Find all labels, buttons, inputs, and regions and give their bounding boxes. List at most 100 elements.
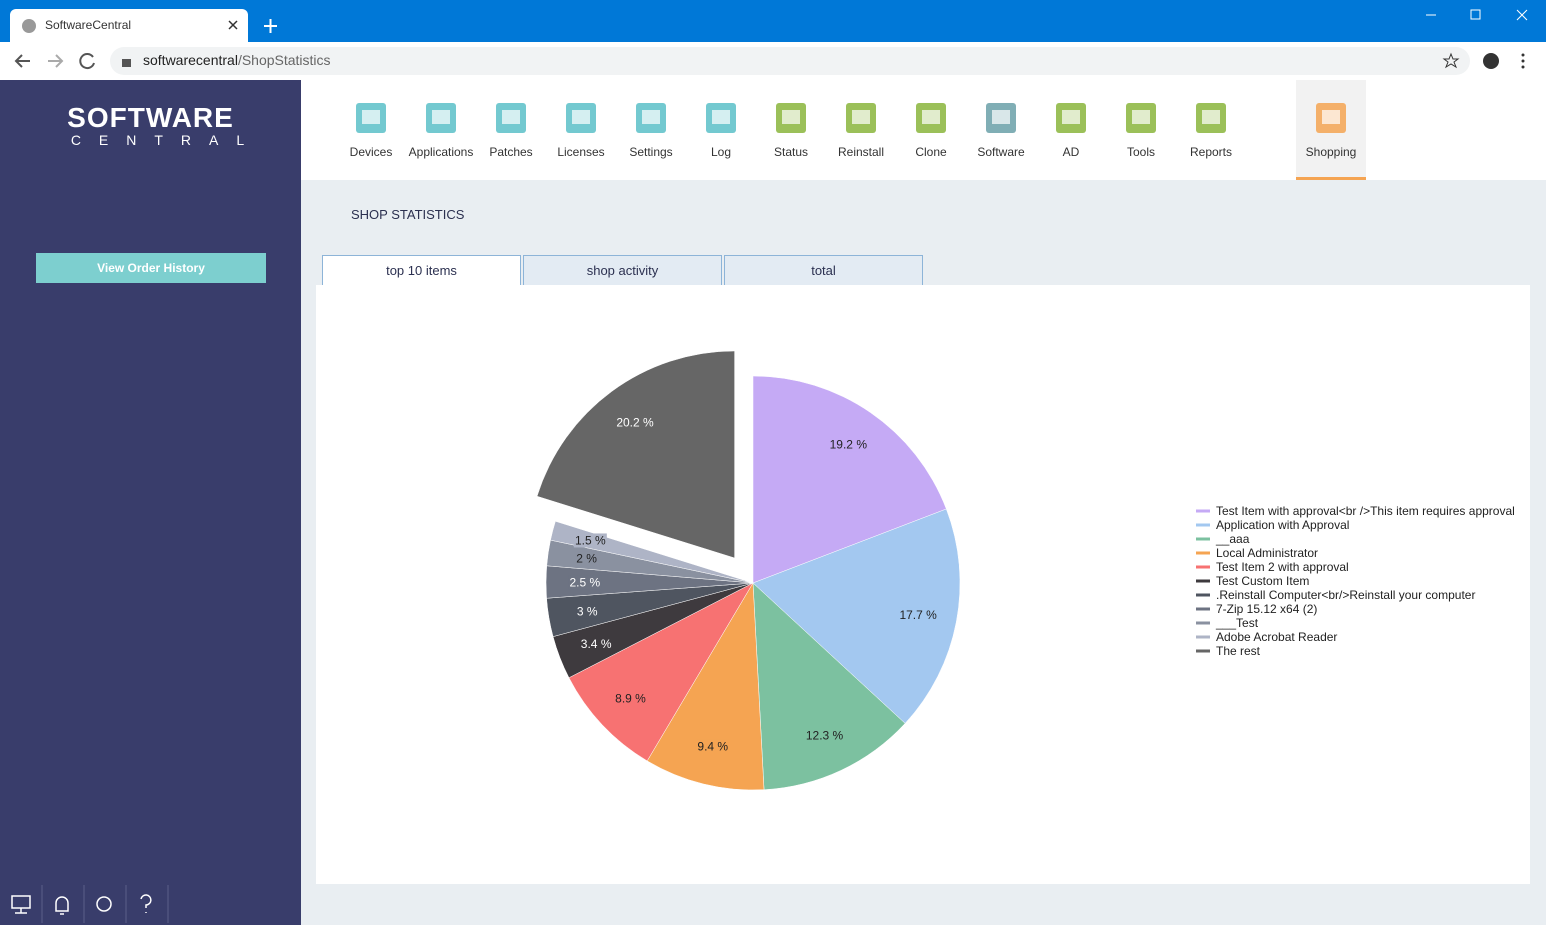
new-tab[interactable] [264,19,277,33]
legend-item[interactable]: 7-Zip 15.12 x64 (2) [1196,602,1317,616]
nav-icon-detail [782,110,800,124]
value-label: 17.7 % [899,608,937,622]
legend-label: ___Test [1215,616,1259,630]
value-label-bg [696,739,730,754]
nav-item[interactable]: Reports [1190,103,1232,159]
nav-label: Log [711,145,731,159]
pie-slice [568,582,754,762]
legend-label: Test Custom Item [1216,574,1309,588]
sidebar: SOFTWARE CENTRAL View Order History [0,80,301,925]
value-label-bg [614,691,648,706]
settings-icon[interactable] [96,896,112,912]
notifications-icon[interactable] [55,896,69,915]
nav-label: Settings [629,145,672,159]
legend-label: Application with Approval [1216,518,1349,532]
browser-controls: softwarecentral/ShopStatistics [0,9,1546,80]
nav-icon-detail [432,110,450,124]
help-icon[interactable] [140,894,152,913]
nav-icon-detail [1322,110,1340,124]
nav-label: Shopping [1306,145,1357,159]
legend-label: .Reinstall Computer<br/>Reinstall your c… [1216,588,1475,602]
legend-label: Test Item 2 with approval [1216,560,1349,574]
nav-item[interactable]: Reinstall [838,103,884,159]
nav-item[interactable]: Status [774,103,808,159]
nav-item[interactable]: Settings [629,103,673,159]
value-label-bg [576,604,598,619]
nav-item[interactable]: Log [706,103,736,159]
value-label: 9.4 % [697,739,728,753]
url: softwarecentral/ShopStatistics [143,52,331,68]
nav-item[interactable]: Patches [489,103,533,159]
tab[interactable]: total [724,255,923,285]
nav-label: Status [774,145,808,159]
nav-active-underline [1296,177,1366,180]
value-label: 1.5 % [575,534,606,548]
pie-slice [752,582,906,790]
legend-label: The rest [1216,644,1261,658]
nav-icon-detail [572,110,590,124]
nav-label: Licenses [557,145,604,159]
top-nav: Devices Applications Patches Licenses Settin… [301,80,1546,180]
nav-label: Applications [409,145,474,159]
nav-label: Reinstall [838,145,884,159]
url-path: /ShopStatistics [238,52,331,68]
menu[interactable] [1521,53,1525,69]
nav-icon-detail [1132,110,1150,124]
nav-item[interactable]: Devices [350,103,393,159]
favicon [22,19,36,33]
value-label: 3.4 % [581,637,612,651]
legend-item[interactable]: The rest [1196,644,1261,658]
chart-panel: 19.2 % 17.7 % 12.3 % 9.4 % 8.9 % 3.4 % 3 % 2.5 … [316,285,1530,884]
value-label-bg [573,533,607,548]
nav-buttons[interactable] [14,53,95,70]
logo-bottom: CENTRAL [70,132,263,148]
nav-item[interactable]: Licenses [557,103,605,159]
value-label: 12.3 % [806,728,844,742]
legend-item[interactable]: Test Item with approval<br />This item r… [1196,504,1515,518]
nav-label: Software [977,145,1025,159]
nav-item[interactable]: Shopping [1296,80,1366,180]
value-label-bg [615,415,655,430]
value-label-bg [898,607,938,622]
legend-item[interactable]: ___Test [1196,616,1259,630]
legend-item[interactable]: Adobe Acrobat Reader [1196,630,1337,644]
devices-icon[interactable] [11,895,31,914]
tab[interactable]: top 10 items [322,255,521,285]
pie-slice [536,350,735,559]
tab[interactable]: shop activity [523,255,722,285]
legend-item[interactable]: Test Item 2 with approval [1196,560,1349,574]
nav-item[interactable]: Software [977,103,1025,159]
pie-slice [752,375,947,584]
nav-label: Tools [1127,145,1155,159]
pie-slice [752,508,961,724]
legend-label: Test Item with approval<br />This item r… [1216,504,1515,518]
window-controls[interactable] [1426,9,1528,21]
value-label: 19.2 % [830,438,868,452]
logo-top: SOFTWARE [67,102,234,133]
profile[interactable] [1483,53,1499,69]
nav-item[interactable]: Tools [1126,103,1156,159]
nav-icon-detail [992,110,1010,124]
nav-item[interactable]: Clone [915,103,947,159]
browser-tab[interactable]: SoftwareCentral [10,9,248,42]
address-bar[interactable] [110,47,1470,75]
nav-icon-detail [1062,110,1080,124]
nav-item[interactable]: AD [1056,103,1086,159]
legend-item[interactable]: Local Administrator [1196,546,1318,560]
legend-item[interactable]: Test Custom Item [1196,574,1309,588]
value-label: 2 % [576,552,597,566]
page-title: SHOP STATISTICS [351,207,465,222]
tab-close[interactable] [228,20,238,30]
legend-item[interactable]: __aaa [1196,532,1250,546]
view-order-history-button[interactable]: View Order History [36,253,266,283]
value-label: 8.9 % [615,691,646,705]
nav-item[interactable]: Applications [409,103,474,159]
bookmark[interactable] [1442,52,1460,69]
nav-icon-detail [712,110,730,124]
nav-icon-detail [362,110,380,124]
value-label: 3 % [577,604,598,618]
legend-item[interactable]: .Reinstall Computer<br/>Reinstall your c… [1196,588,1475,602]
legend-label: Adobe Acrobat Reader [1216,630,1337,644]
legend-item[interactable]: Application with Approval [1196,518,1349,532]
